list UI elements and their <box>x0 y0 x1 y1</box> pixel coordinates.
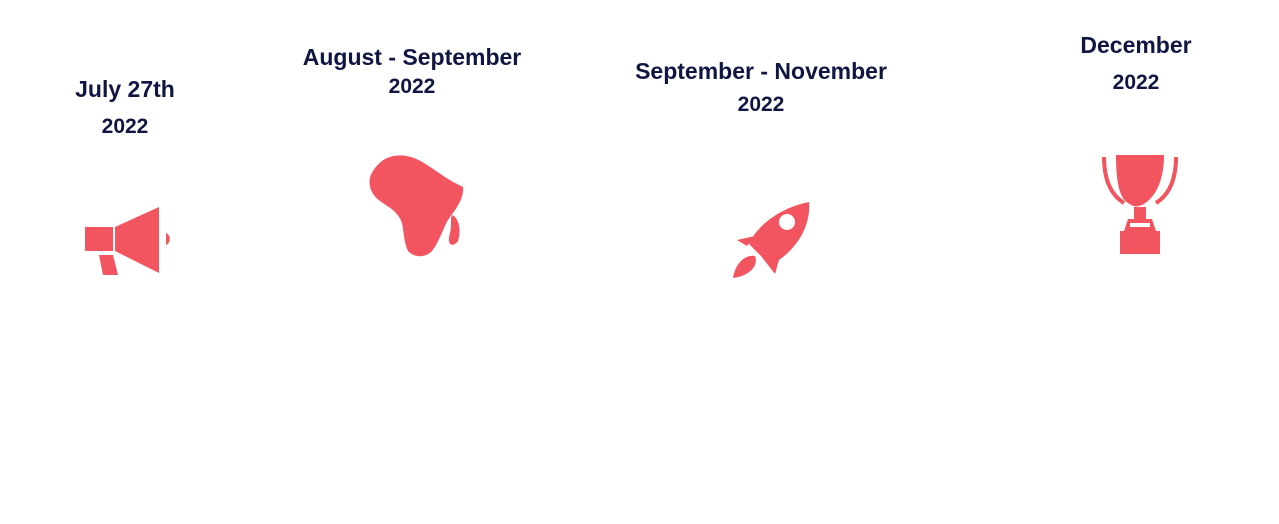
milestone-date-line2: 2022 <box>1112 71 1160 94</box>
milestone-rocket: September - November 2022 <box>601 0 921 300</box>
milestone-launch: July 27th 2022 <box>0 0 285 300</box>
milestone-africa: August - September 2022 <box>252 0 572 300</box>
milestone-date-line1: August - September <box>302 44 522 70</box>
milestone-date: December 2022 <box>976 26 1279 102</box>
milestone-date-line1: July 27th <box>75 76 175 102</box>
trophy-icon <box>1100 153 1180 257</box>
milestone-date-line2: 2022 <box>737 93 785 116</box>
milestone-date: September - November 2022 <box>601 54 921 122</box>
africa-map-icon <box>368 153 468 261</box>
milestone-date: August - September 2022 <box>252 42 572 102</box>
milestone-date: July 27th 2022 <box>0 70 285 146</box>
rocket-icon <box>731 200 813 282</box>
megaphone-icon <box>85 203 175 281</box>
milestone-date-line2: 2022 <box>388 75 436 98</box>
milestone-date-line1: September - November <box>635 58 887 84</box>
milestone-award: December 2022 <box>976 0 1279 300</box>
milestone-date-line1: December <box>1080 32 1192 58</box>
milestone-date-line2: 2022 <box>101 115 149 138</box>
